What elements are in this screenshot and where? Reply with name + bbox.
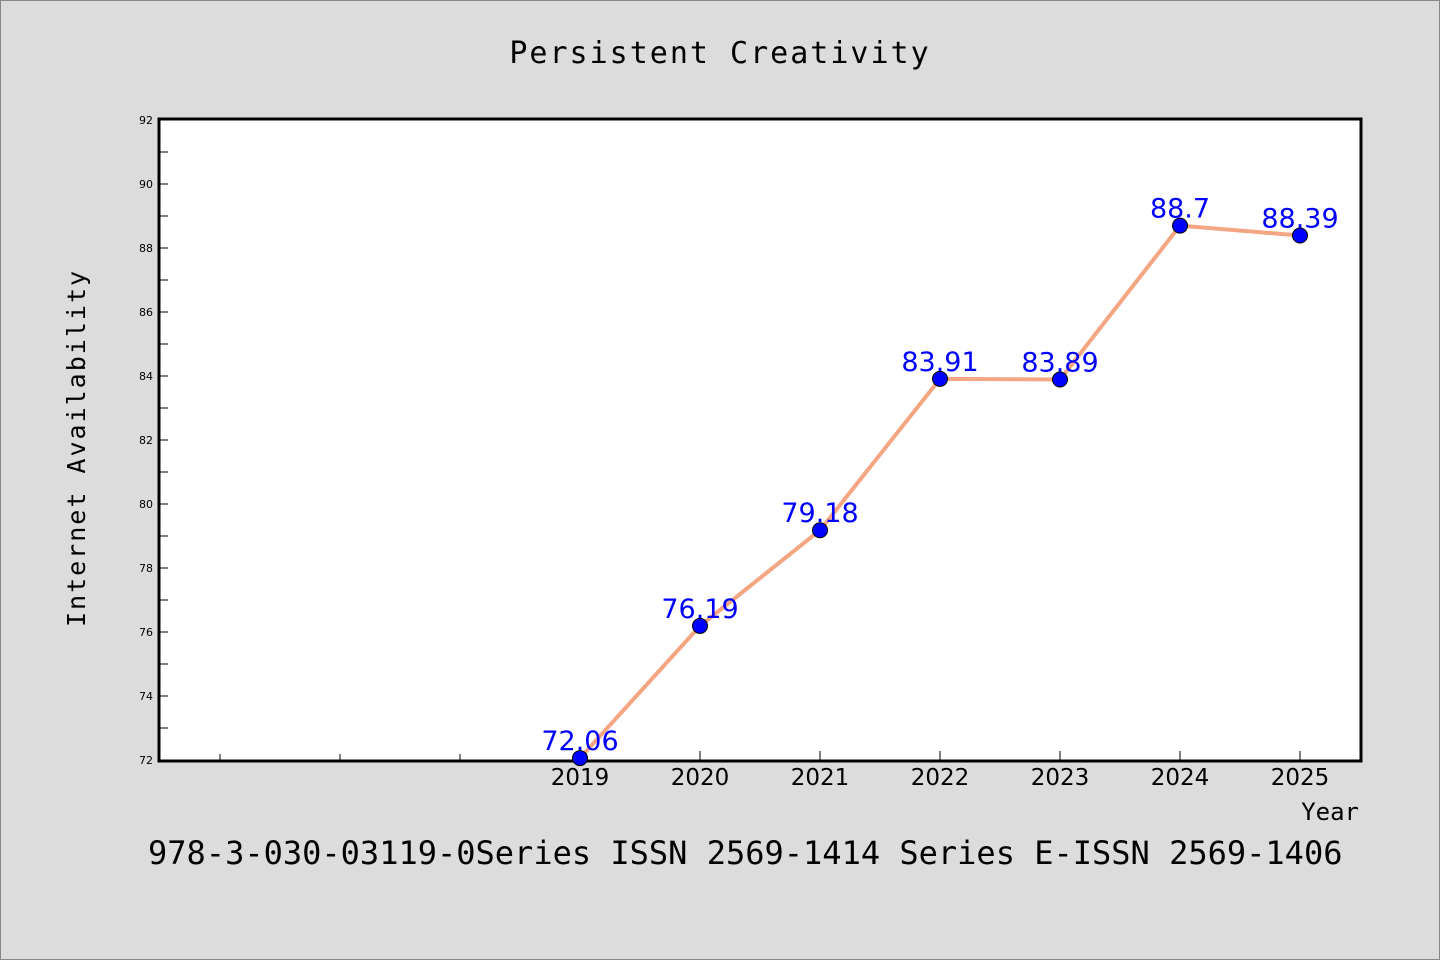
- footer-isbn-text: 978-3-030-03119-0Series ISSN 2569-1414 S…: [148, 834, 1342, 872]
- x-tick-label: 2022: [911, 765, 970, 791]
- x-tick-label: 2024: [1151, 765, 1210, 791]
- y-axis-ticks: 72 74 76 78 80 82 84 86 88 90 92: [139, 114, 168, 767]
- data-label: 72.06: [541, 726, 618, 757]
- y-tick-label: 72: [139, 754, 153, 767]
- x-tick-label: 2019: [551, 765, 610, 791]
- data-point: [1052, 371, 1068, 388]
- data-label: 83.91: [901, 347, 978, 378]
- x-tick-label: 2021: [791, 765, 850, 791]
- data-label: 88.39: [1261, 204, 1338, 235]
- x-axis-ticks: 2019 2020 2021 2022 2023 2024 2025: [219, 751, 1330, 791]
- x-tick-label: 2023: [1031, 765, 1090, 791]
- y-tick-label: 86: [139, 306, 153, 319]
- data-point: [692, 617, 708, 634]
- y-tick-label: 80: [139, 498, 153, 511]
- chart-title: Persistent Creativity: [509, 36, 930, 71]
- y-tick-label: 82: [139, 434, 153, 447]
- data-label: 76.19: [661, 594, 738, 625]
- data-point: [812, 522, 828, 539]
- data-point: [1292, 227, 1308, 244]
- x-tick-label: 2020: [671, 765, 730, 791]
- x-tick-label: 2025: [1271, 765, 1330, 791]
- y-tick-label: 90: [139, 178, 153, 191]
- data-markers: [572, 217, 1308, 767]
- y-tick-label: 74: [139, 690, 153, 703]
- data-label: 88.7: [1150, 194, 1210, 225]
- y-tick-label: 78: [139, 562, 153, 575]
- y-tick-label: 76: [139, 626, 153, 639]
- data-point: [932, 370, 948, 387]
- y-axis-label: Internet Availability: [62, 269, 91, 627]
- data-labels: 72.06 76.19 79.18 83.91 83.89 88.7 88.39: [541, 194, 1338, 757]
- y-tick-label: 84: [139, 370, 153, 383]
- data-label: 83.89: [1021, 348, 1098, 379]
- data-point: [572, 750, 588, 767]
- data-point: [1172, 217, 1188, 234]
- y-tick-label: 88: [139, 242, 153, 255]
- plot-area: [157, 117, 1363, 763]
- x-axis-label: Year: [1301, 798, 1359, 826]
- y-tick-label: 92: [139, 114, 153, 127]
- data-label: 79.18: [781, 498, 858, 529]
